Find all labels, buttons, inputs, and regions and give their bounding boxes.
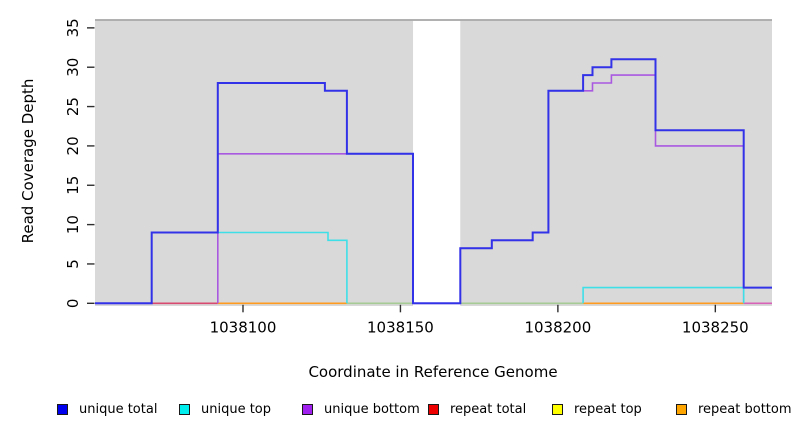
y-tick-label: 35 [64, 18, 82, 37]
legend-label: repeat bottom [698, 401, 792, 417]
legend-swatch-repeat-top-icon [552, 403, 563, 415]
legend-label: repeat top [574, 401, 642, 417]
y-tick-label: 10 [64, 215, 82, 234]
y-tick-label: 5 [64, 259, 82, 269]
legend-swatch-repeat-total-icon [428, 403, 439, 415]
legend-item-repeat-top: repeat top [552, 400, 642, 418]
legend-label: repeat total [450, 401, 527, 417]
y-tick-label: 30 [64, 58, 82, 77]
legend-item-unique-total: unique total [57, 400, 157, 418]
y-axis-label: Read Coverage Depth [19, 78, 37, 244]
plot-area: 1038100 1038150 1038200 1038250 0 5 10 15 20 25 30… [64, 18, 772, 336]
legend-label: unique bottom [324, 401, 420, 417]
legend-label: unique top [201, 401, 272, 417]
x-tick-label: 1038150 [367, 318, 434, 336]
unique-total-line [95, 58, 772, 305]
y-tick-label: 0 [64, 299, 82, 309]
y-tick-label: 15 [64, 176, 82, 195]
legend: unique total unique top unique bottom repea… [0, 400, 792, 424]
masked-region [413, 19, 461, 307]
y-tick-label: 20 [64, 136, 82, 155]
y-tick-label: 25 [64, 97, 82, 116]
legend-item-unique-bottom: unique bottom [302, 400, 420, 418]
legend-swatch-repeat-bottom-icon [676, 403, 687, 415]
legend-item-repeat-total: repeat total [428, 400, 526, 418]
legend-label: unique total [79, 401, 158, 417]
x-tick-label: 1038100 [210, 318, 277, 336]
legend-item-repeat-bottom: repeat bottom [676, 400, 792, 418]
x-tick-label: 1038200 [524, 318, 591, 336]
x-axis-label: Coordinate in Reference Genome [308, 363, 558, 381]
legend-swatch-unique-top-icon [179, 403, 190, 415]
legend-item-unique-top: unique top [179, 400, 271, 418]
x-tick-label: 1038250 [682, 318, 749, 336]
legend-swatch-unique-bottom-icon [302, 403, 313, 415]
legend-swatch-unique-total-icon [57, 403, 68, 415]
unique-top-line [582, 286, 745, 304]
